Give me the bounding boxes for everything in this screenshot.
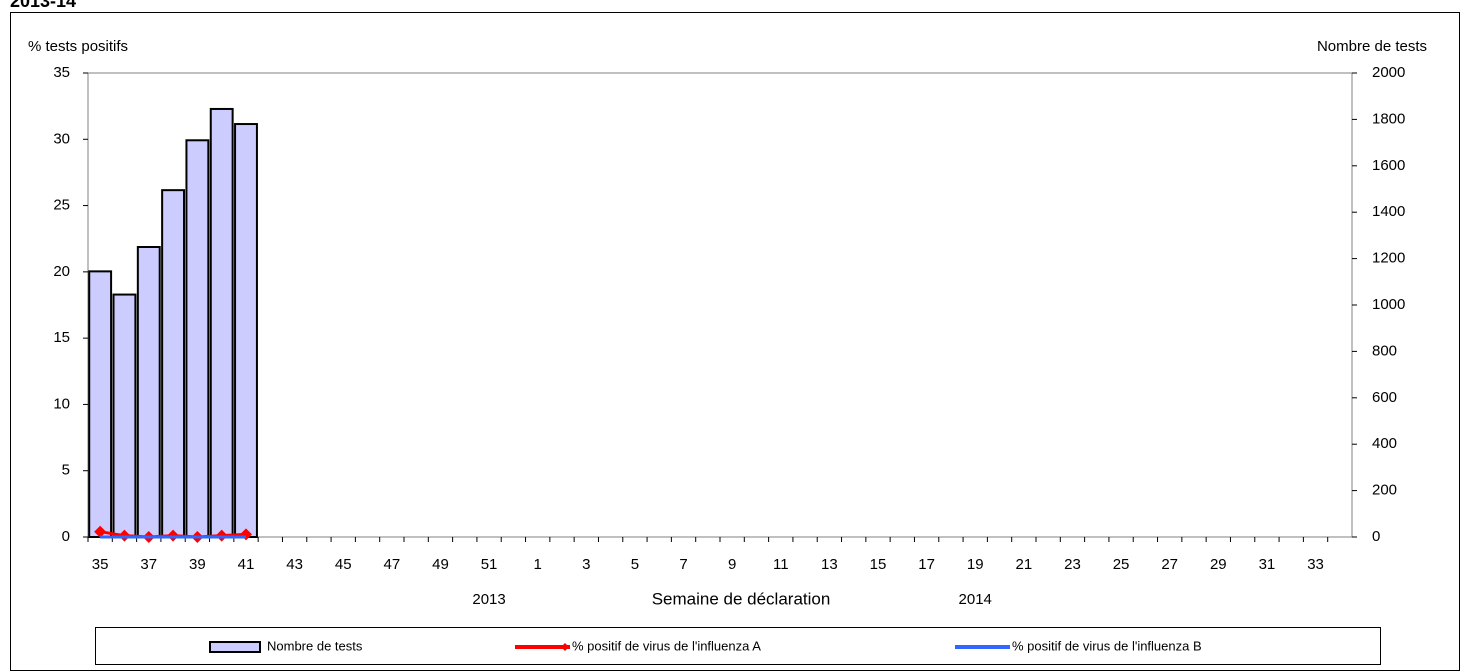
- marker: [94, 525, 107, 538]
- y-tick-label: 30: [53, 130, 70, 147]
- x-tick-label: 7: [679, 556, 687, 573]
- bar: [136, 246, 161, 538]
- legend-label: % positif de virus de l'influenza A: [572, 638, 761, 653]
- x-tick-label: 43: [286, 556, 303, 573]
- x-tick-label: 27: [1161, 556, 1178, 573]
- bar: [161, 189, 186, 538]
- x-tick-label: 45: [335, 556, 352, 573]
- x-tick-label: 11: [773, 556, 789, 573]
- y2-tick-label: 2000: [1372, 64, 1405, 81]
- y2-tick-label: 800: [1372, 342, 1397, 359]
- bar: [88, 270, 113, 538]
- y2-tick-label: 600: [1372, 389, 1397, 406]
- legend-label: % positif de virus de l'influenza B: [1012, 638, 1202, 653]
- x-axis-label: Semaine de déclaration: [652, 589, 831, 608]
- y2-tick-label: 1000: [1372, 296, 1405, 313]
- y2-tick-label: 1800: [1372, 110, 1405, 127]
- bar: [112, 293, 137, 538]
- y-axis-label: % tests positifs: [28, 38, 128, 55]
- x-tick-label: 49: [432, 556, 449, 573]
- y-tick-label: 0: [62, 528, 70, 545]
- plot-area: [87, 72, 1353, 538]
- x-tick-label: 41: [238, 556, 255, 573]
- legend-swatch: [209, 641, 261, 653]
- bar: [209, 107, 234, 539]
- x-tick-label: 13: [821, 556, 838, 573]
- y2-tick-label: 400: [1372, 435, 1397, 452]
- x-tick-label: 21: [1016, 556, 1033, 573]
- x-tick-label: 15: [870, 556, 887, 573]
- y2-tick-label: 1200: [1372, 250, 1405, 267]
- x-tick-label: 37: [140, 556, 157, 573]
- legend-marker: [561, 643, 569, 651]
- x-tick-label: 17: [918, 556, 935, 573]
- legend-box: [95, 627, 1381, 665]
- x-tick-label: 3: [582, 556, 590, 573]
- y2-axis-label: Nombre de tests: [1317, 38, 1427, 55]
- y-tick-label: 5: [62, 462, 70, 479]
- x-tick-label: 9: [728, 556, 736, 573]
- x-tick-label: 1: [534, 556, 542, 573]
- x-tick-label: 29: [1210, 556, 1227, 573]
- year-label: 2013: [472, 591, 505, 608]
- x-tick-label: 19: [967, 556, 984, 573]
- y2-tick-label: 1400: [1372, 203, 1405, 220]
- y-tick-label: 25: [53, 197, 70, 214]
- bar: [234, 123, 258, 538]
- y-tick-label: 10: [53, 395, 70, 412]
- bar: [185, 139, 210, 538]
- y-tick-label: 15: [53, 329, 70, 346]
- x-tick-label: 31: [1259, 556, 1276, 573]
- y2-tick-label: 1600: [1372, 157, 1405, 174]
- y-tick-label: 20: [53, 263, 70, 280]
- x-tick-label: 47: [384, 556, 401, 573]
- legend-label: Nombre de tests: [267, 638, 363, 653]
- y2-tick-label: 200: [1372, 482, 1397, 499]
- y2-tick-label: 0: [1372, 528, 1380, 545]
- x-tick-label: 25: [1113, 556, 1130, 573]
- x-tick-label: 35: [92, 556, 109, 573]
- x-tick-label: 23: [1064, 556, 1081, 573]
- x-tick-label: 33: [1307, 556, 1324, 573]
- x-tick-label: 51: [481, 556, 498, 573]
- x-tick-label: 5: [631, 556, 639, 573]
- y-tick-label: 35: [53, 64, 70, 81]
- chart-title: 2013-14: [10, 0, 76, 11]
- x-tick-label: 39: [189, 556, 206, 573]
- year-label: 2014: [959, 591, 992, 608]
